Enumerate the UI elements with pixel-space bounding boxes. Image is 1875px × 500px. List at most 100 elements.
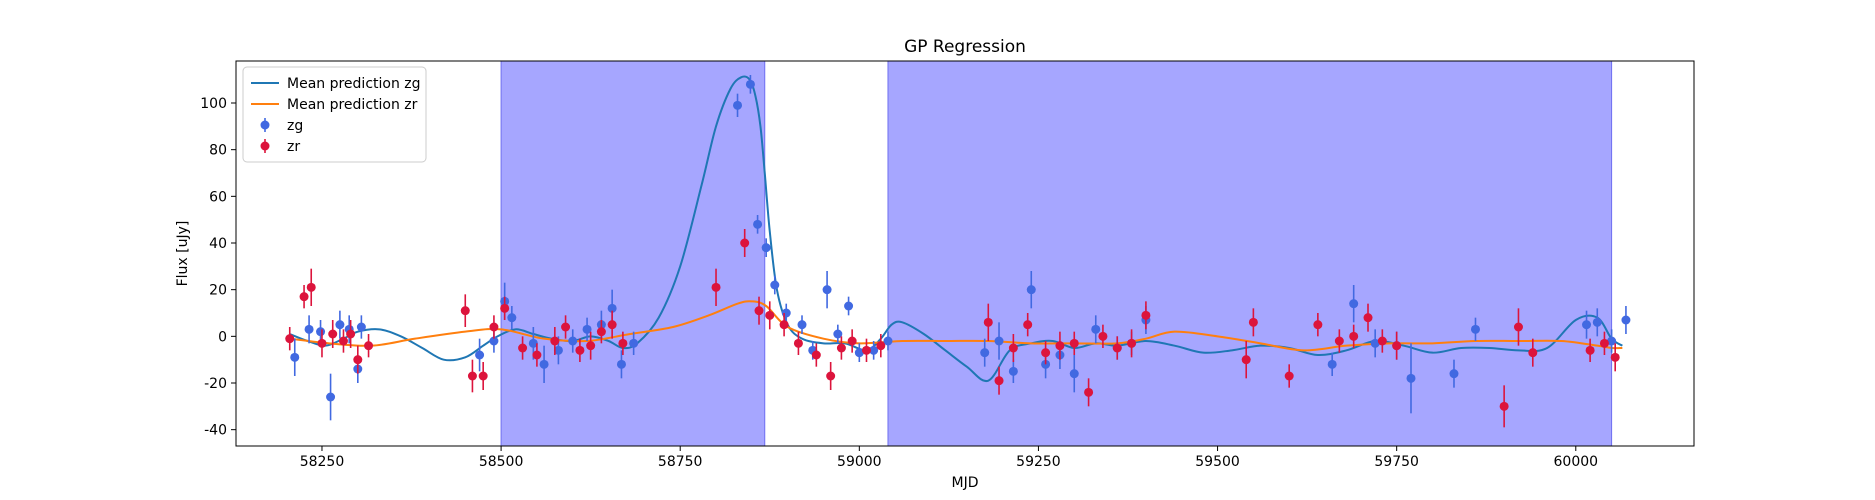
- chart-title: GP Regression: [904, 37, 1026, 57]
- data-point-zr: [793, 338, 803, 348]
- data-point-zr: [596, 327, 606, 337]
- data-point-zg: [616, 359, 626, 369]
- axes: 58250 58500 58750 59000 59250 59500 59750 60000…: [200, 96, 1598, 470]
- line-mean-prediction-zr: [289, 300, 1623, 352]
- data-point-zg: [1582, 320, 1592, 330]
- data-point-zg: [290, 352, 300, 362]
- data-point-zr: [460, 306, 470, 316]
- legend-label-mean-prediction-zg: Mean prediction zg: [287, 76, 421, 92]
- data-point-zg: [553, 345, 563, 355]
- data-point-zr: [1098, 331, 1108, 341]
- data-point-zg: [326, 392, 336, 402]
- data-point-zr: [1241, 355, 1251, 365]
- data-point-zg: [1406, 373, 1416, 383]
- shaded-region-2: [887, 60, 1613, 447]
- x-tick-label: 58500: [479, 454, 524, 470]
- y-tick-label: -20: [204, 376, 227, 392]
- shaded-region-1: [500, 60, 766, 447]
- data-point-zg: [356, 322, 366, 332]
- data-point-zr: [346, 329, 356, 339]
- data-point-zr: [328, 329, 338, 339]
- data-point-zr: [1392, 341, 1402, 351]
- legend-swatch-zg: [260, 120, 270, 130]
- data-point-zr: [500, 303, 510, 313]
- data-point-zr: [1141, 310, 1151, 320]
- data-point-zr: [1499, 401, 1509, 411]
- data-point-zr: [285, 334, 295, 344]
- data-point-zr: [983, 317, 993, 327]
- data-point-zr: [467, 371, 477, 381]
- data-point-zr: [779, 320, 789, 330]
- data-point-zg: [528, 338, 538, 348]
- data-point-zg: [883, 336, 893, 346]
- data-point-zg: [582, 324, 592, 334]
- data-point-zg: [745, 79, 755, 89]
- data-point-zg: [489, 336, 499, 346]
- data-point-zr: [550, 336, 560, 346]
- data-point-zr: [1008, 343, 1018, 353]
- data-point-zg: [1621, 315, 1631, 325]
- data-point-zr: [1023, 320, 1033, 330]
- data-point-zg: [607, 303, 617, 313]
- data-point-zr: [607, 320, 617, 330]
- data-point-zr: [1377, 336, 1387, 346]
- y-axis-label: Flux [uJy]: [175, 221, 191, 287]
- data-point-zg: [797, 320, 807, 330]
- data-points: [285, 75, 1631, 428]
- y-tick-label: 20: [209, 283, 227, 299]
- data-point-zg: [335, 320, 345, 330]
- data-point-zr: [876, 341, 886, 351]
- data-point-zr: [1284, 371, 1294, 381]
- data-point-zr: [561, 322, 571, 332]
- data-point-zr: [1084, 387, 1094, 397]
- data-point-zg: [869, 345, 879, 355]
- data-point-zr: [1334, 336, 1344, 346]
- data-point-zg: [568, 336, 578, 346]
- data-point-zg: [304, 324, 314, 334]
- data-point-zr: [306, 282, 316, 292]
- x-tick-label: 59500: [1195, 454, 1240, 470]
- y-tick-label: 40: [209, 236, 227, 252]
- x-tick-label: 59000: [837, 454, 882, 470]
- data-point-zr: [1248, 317, 1258, 327]
- data-point-zr: [1313, 320, 1323, 330]
- data-point-zg: [316, 327, 326, 337]
- y-tick-label: 0: [218, 329, 227, 345]
- data-point-zg: [629, 338, 639, 348]
- data-point-zr: [994, 376, 1004, 386]
- data-point-zr: [532, 350, 542, 360]
- legend-label-zr: zr: [287, 139, 300, 155]
- line-mean-prediction-zg: [289, 75, 1623, 383]
- legend: Mean prediction zg Mean prediction zr zg zr: [242, 66, 427, 163]
- data-point-zr: [1610, 352, 1620, 362]
- data-point-zr: [364, 341, 374, 351]
- data-point-zg: [1370, 338, 1380, 348]
- data-point-zr: [489, 322, 499, 332]
- legend-box: [242, 66, 427, 163]
- data-point-zg: [1449, 369, 1459, 379]
- data-point-zr: [836, 343, 846, 353]
- x-tick-label: 59750: [1374, 454, 1419, 470]
- legend-label-zg: zg: [287, 118, 303, 134]
- data-point-zr: [1363, 313, 1373, 323]
- data-point-zr: [575, 345, 585, 355]
- data-point-zr: [518, 343, 528, 353]
- data-point-zr: [1528, 348, 1538, 358]
- data-point-zr: [299, 292, 309, 302]
- legend-label-mean-prediction-zr: Mean prediction zr: [287, 97, 418, 113]
- y-tick-label: 80: [209, 143, 227, 159]
- data-point-zr: [618, 338, 628, 348]
- data-point-zg: [844, 301, 854, 311]
- y-tick-label: 60: [209, 189, 227, 205]
- data-point-zr: [826, 371, 836, 381]
- data-point-zr: [1127, 338, 1137, 348]
- plot-frame: [235, 60, 1695, 447]
- data-point-zr: [1112, 343, 1122, 353]
- data-point-zr: [861, 345, 871, 355]
- data-point-zr: [1513, 322, 1523, 332]
- data-point-zg: [1091, 324, 1101, 334]
- data-point-zr: [765, 310, 775, 320]
- shaded-regions: [500, 60, 1613, 447]
